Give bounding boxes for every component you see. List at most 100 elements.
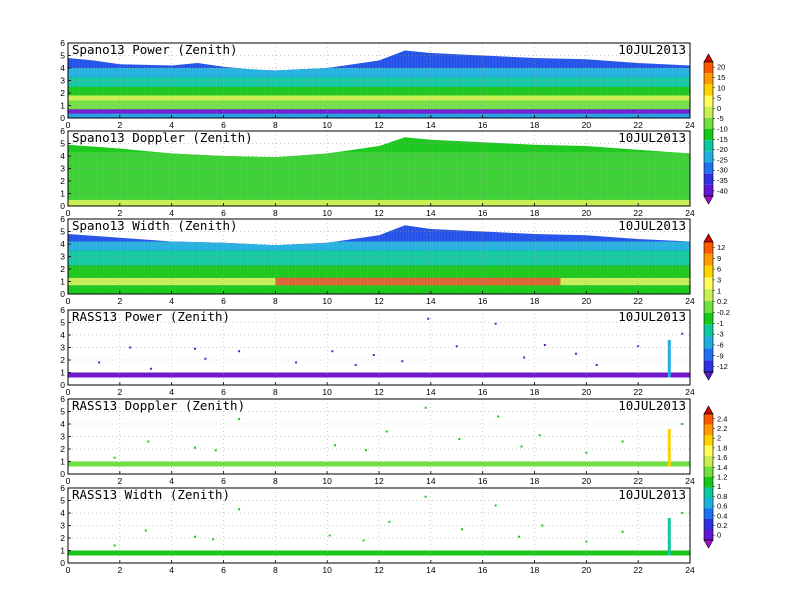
colorbar-label: 0.4 xyxy=(717,511,727,520)
y-tick-label: 0 xyxy=(60,558,65,568)
x-tick-label: 20 xyxy=(582,296,592,306)
scatter-point-7 xyxy=(295,361,298,364)
colorbar-label: -12 xyxy=(717,362,728,371)
panel-title: RASS13 Width (Zenith) xyxy=(72,487,230,502)
y-tick-label: 4 xyxy=(60,330,65,340)
x-tick-label: 12 xyxy=(374,120,384,130)
heatmap-layer-6 xyxy=(68,76,690,87)
y-tick-label: 6 xyxy=(60,394,65,404)
colorbar-segment xyxy=(704,487,713,498)
grid xyxy=(68,399,690,474)
x-tick-label: 2 xyxy=(117,208,122,218)
heatmap-layer-1 xyxy=(68,285,690,294)
y-tick-label: 2 xyxy=(60,264,65,274)
scatter-point-1 xyxy=(113,456,116,459)
colorbar-top-arrow xyxy=(703,53,714,63)
cb-rass-colorbar: 2.42.221.81.61.41.210.80.60.40.20 xyxy=(703,405,727,549)
x-tick-label: 18 xyxy=(530,387,540,397)
colorbar-segment xyxy=(704,324,713,337)
colorbar-segment xyxy=(704,312,713,325)
y-tick-label: 0 xyxy=(60,380,65,390)
colorbar-segment xyxy=(704,466,713,477)
scatter-point-2 xyxy=(129,346,132,349)
x-tick-label: 2 xyxy=(117,476,122,486)
colorbar-segment xyxy=(704,277,713,290)
x-tick-label: 0 xyxy=(66,476,71,486)
x-tick-label: 8 xyxy=(273,208,278,218)
x-tick-label: 4 xyxy=(169,296,174,306)
x-tick-label: 20 xyxy=(582,565,592,575)
scatter-point-3 xyxy=(149,367,152,370)
y-tick-label: 3 xyxy=(60,252,65,262)
scatter-point-14 xyxy=(494,322,497,325)
x-tick-label: 8 xyxy=(273,476,278,486)
x-tick-label: 16 xyxy=(478,120,488,130)
y-tick-label: 0 xyxy=(60,289,65,299)
scatter-point-15 xyxy=(523,356,526,359)
scatter-point-11 xyxy=(494,504,497,507)
colorbar-label: 5 xyxy=(717,94,721,103)
scatter-point-9 xyxy=(424,406,427,409)
x-tick-label: 20 xyxy=(582,120,592,130)
x-tick-label: 14 xyxy=(426,208,436,218)
x-tick-label: 6 xyxy=(221,296,226,306)
grid xyxy=(68,310,690,385)
colorbar-segment xyxy=(704,529,713,540)
grid xyxy=(68,488,690,563)
scatter-point-8 xyxy=(385,430,388,433)
x-tick-label: 20 xyxy=(582,208,592,218)
y-tick-label: 3 xyxy=(60,343,65,353)
y-tick-label: 3 xyxy=(60,76,65,86)
scatter-point-10 xyxy=(458,438,461,440)
y-tick-label: 1 xyxy=(60,101,65,111)
colorbar-label: 1.8 xyxy=(717,443,727,452)
heatmap-layer-3 xyxy=(68,100,690,110)
scatter-point-16 xyxy=(681,423,684,425)
y-tick-label: 4 xyxy=(60,419,65,429)
colorbar-segment xyxy=(704,106,713,118)
x-tick-label: 2 xyxy=(117,296,122,306)
colorbar-segment xyxy=(704,173,713,185)
colorbar-segment xyxy=(704,414,713,425)
colorbar-segment xyxy=(704,151,713,163)
x-tick-label: 10 xyxy=(322,120,332,130)
x-tick-label: 4 xyxy=(169,387,174,397)
x-tick-label: 24 xyxy=(685,565,695,575)
y-tick-label: 3 xyxy=(60,432,65,442)
x-tick-label: 6 xyxy=(221,120,226,130)
y-tick-label: 6 xyxy=(60,305,65,315)
panel-title: Spano13 Width (Zenith) xyxy=(72,218,238,233)
heatmap-layer-5 xyxy=(68,241,690,251)
scatter-point-6 xyxy=(328,534,331,537)
colorbar-segment xyxy=(704,62,713,74)
x-tick-label: 16 xyxy=(478,296,488,306)
colorbar-segment xyxy=(704,95,713,107)
x-tick-label: 14 xyxy=(426,476,436,486)
scatter-point-4 xyxy=(212,538,215,541)
panel-date: 10JUL2013 xyxy=(618,487,686,502)
colorbars-group: 20151050-5-10-15-20-25-30-35-401296310.2… xyxy=(703,53,730,549)
x-tick-label: 24 xyxy=(685,120,695,130)
colorbar-label: 6 xyxy=(717,265,721,274)
colorbar-bottom-arrow xyxy=(703,371,714,381)
x-tick-label: 18 xyxy=(530,208,540,218)
scatter-point-2 xyxy=(144,529,147,532)
x-tick-label: 12 xyxy=(374,387,384,397)
heatmap-hotspot xyxy=(275,277,561,286)
scatter-point-13 xyxy=(538,434,541,437)
x-tick-label: 8 xyxy=(273,120,278,130)
scatter-point-7 xyxy=(362,539,365,542)
colorbar-label: 0 xyxy=(717,104,721,113)
colorbar-segment xyxy=(704,117,713,129)
scatter-point-3 xyxy=(193,535,196,538)
colorbar-label: 12 xyxy=(717,243,725,252)
scatter-point-5 xyxy=(204,357,207,360)
colorbar-label: 15 xyxy=(717,73,725,82)
y-tick-label: 4 xyxy=(60,508,65,518)
scatter-point-12 xyxy=(517,535,520,538)
x-tick-label: 10 xyxy=(322,476,332,486)
